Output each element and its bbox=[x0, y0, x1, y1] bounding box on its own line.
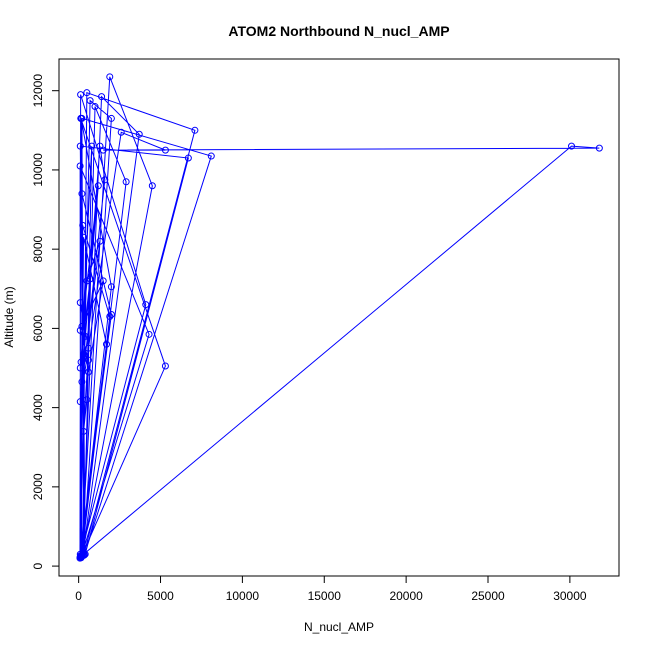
data-point bbox=[98, 93, 106, 101]
data-point bbox=[77, 554, 85, 562]
x-tick-label: 0 bbox=[75, 589, 82, 603]
data-point bbox=[102, 340, 110, 348]
y-tick-label: 6000 bbox=[31, 315, 45, 342]
data-point bbox=[142, 301, 150, 309]
data-point bbox=[107, 283, 115, 291]
data-point bbox=[99, 277, 107, 285]
data-point bbox=[117, 128, 125, 136]
data-point bbox=[86, 97, 94, 105]
data-point bbox=[122, 178, 130, 186]
x-tick-label: 15000 bbox=[308, 589, 342, 603]
data-point bbox=[207, 152, 215, 160]
data-point bbox=[96, 142, 104, 150]
x-tick-label: 5000 bbox=[147, 589, 174, 603]
data-point bbox=[84, 344, 92, 352]
data-point bbox=[86, 275, 94, 283]
data-point bbox=[94, 182, 102, 190]
data-point bbox=[106, 73, 114, 81]
y-tick-label: 10000 bbox=[31, 153, 45, 187]
data-point bbox=[148, 182, 156, 190]
data-point bbox=[76, 326, 84, 334]
data-point bbox=[96, 237, 104, 245]
data-point bbox=[76, 299, 84, 307]
x-tick-label: 30000 bbox=[553, 589, 587, 603]
series-line bbox=[79, 76, 600, 559]
data-point bbox=[84, 356, 92, 364]
data-point bbox=[76, 142, 84, 150]
data-point bbox=[80, 427, 88, 435]
data-point bbox=[161, 362, 169, 370]
y-axis-label: Altitude (m) bbox=[2, 286, 16, 347]
data-point bbox=[80, 233, 88, 241]
data-point bbox=[107, 114, 115, 122]
data-point bbox=[568, 142, 576, 150]
x-tick-label: 20000 bbox=[389, 589, 423, 603]
data-point bbox=[76, 162, 84, 170]
y-tick-label: 8000 bbox=[31, 235, 45, 262]
data-point bbox=[161, 146, 169, 154]
data-point bbox=[76, 398, 84, 406]
y-axis: 0 2000 4000 6000 8000 10000 12000 bbox=[31, 74, 60, 569]
data-point bbox=[184, 154, 192, 162]
data-point bbox=[76, 553, 84, 561]
data-point bbox=[80, 548, 88, 556]
y-tick-label: 2000 bbox=[31, 473, 45, 500]
x-tick-label: 25000 bbox=[471, 589, 505, 603]
data-point bbox=[78, 190, 86, 198]
y-tick-label: 12000 bbox=[31, 74, 45, 108]
data-point bbox=[88, 142, 96, 150]
x-tick-label: 10000 bbox=[226, 589, 260, 603]
data-point bbox=[81, 332, 89, 340]
data-point bbox=[106, 313, 114, 321]
data-point bbox=[78, 378, 86, 386]
data-point bbox=[77, 91, 85, 99]
data-point bbox=[78, 322, 86, 330]
data-point bbox=[145, 330, 153, 338]
data-point bbox=[101, 176, 109, 184]
data-point bbox=[79, 221, 87, 229]
data-point bbox=[83, 396, 91, 404]
data-point bbox=[191, 126, 199, 134]
chart-title: ATOM2 Northbound N_nucl_AMP bbox=[228, 23, 449, 39]
data-point bbox=[107, 311, 115, 319]
data-point bbox=[83, 89, 91, 97]
data-point bbox=[78, 114, 86, 122]
y-tick-label: 0 bbox=[31, 562, 45, 569]
series-layer bbox=[76, 73, 603, 562]
data-point bbox=[135, 130, 143, 138]
x-axis-label: N_nucl_AMP bbox=[304, 620, 374, 634]
data-point bbox=[595, 144, 603, 152]
data-point bbox=[77, 358, 85, 366]
y-tick-label: 4000 bbox=[31, 394, 45, 421]
data-point bbox=[91, 103, 99, 111]
data-point bbox=[84, 368, 92, 376]
x-axis: 0 5000 10000 15000 20000 25000 30000 bbox=[75, 575, 587, 603]
